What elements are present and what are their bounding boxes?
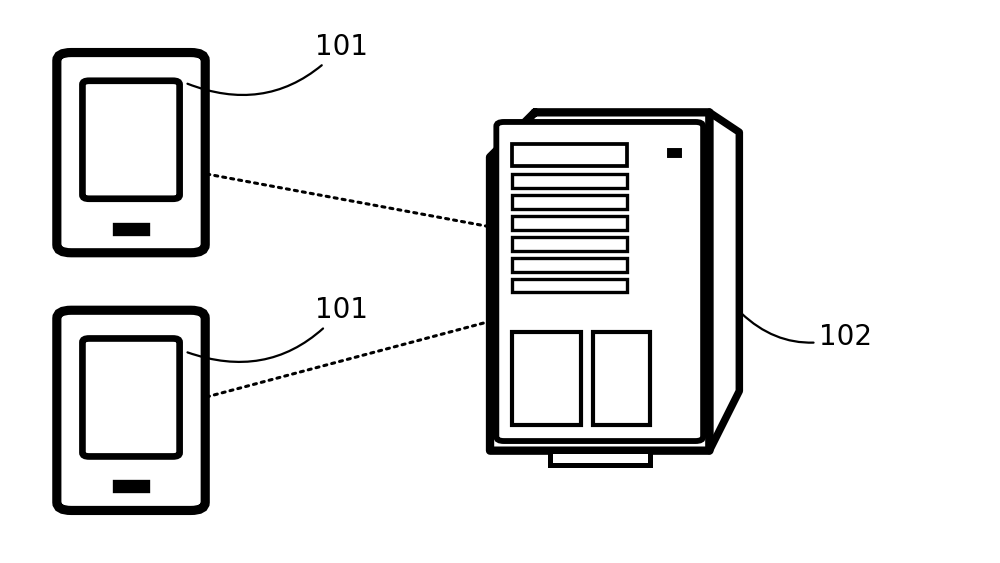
Bar <box>668 149 680 156</box>
FancyBboxPatch shape <box>57 52 205 253</box>
Text: 101: 101 <box>187 296 368 362</box>
Bar <box>512 174 627 188</box>
Bar <box>512 332 581 425</box>
FancyBboxPatch shape <box>82 81 180 199</box>
Bar <box>512 279 627 292</box>
Polygon shape <box>709 113 739 450</box>
Bar <box>512 216 627 230</box>
Bar <box>114 481 148 491</box>
Bar <box>512 258 627 271</box>
FancyBboxPatch shape <box>57 310 205 511</box>
FancyBboxPatch shape <box>82 338 180 457</box>
FancyBboxPatch shape <box>496 122 703 441</box>
Polygon shape <box>490 113 709 450</box>
Text: 102: 102 <box>741 313 872 351</box>
Text: 101: 101 <box>187 33 368 95</box>
Bar <box>512 195 627 209</box>
Bar <box>512 144 627 166</box>
Bar <box>550 450 650 464</box>
Bar <box>593 332 650 425</box>
Bar <box>512 236 627 251</box>
Bar <box>114 224 148 234</box>
